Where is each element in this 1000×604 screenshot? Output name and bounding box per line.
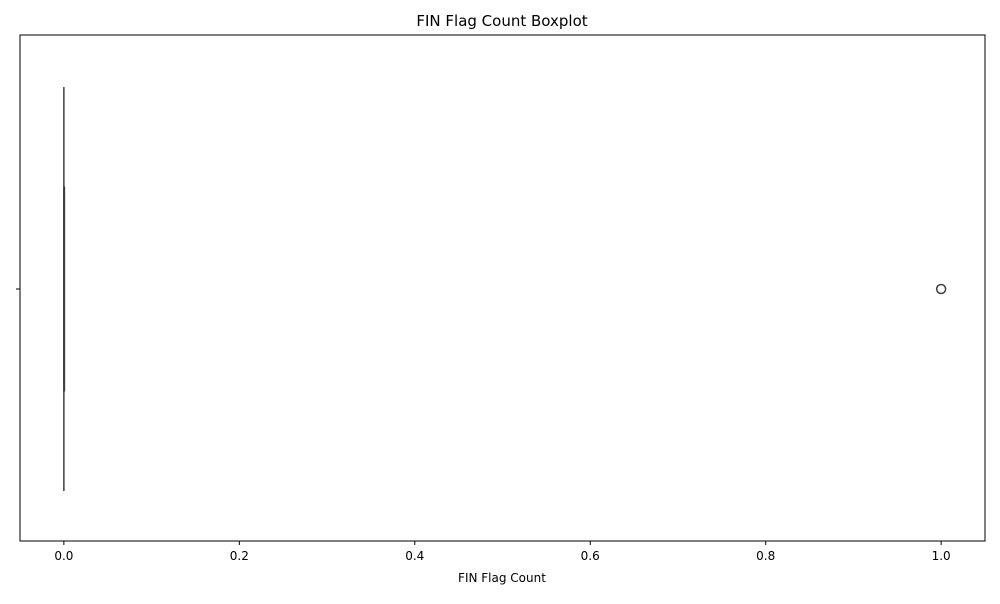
x-tick-label: 1.0 <box>932 549 951 563</box>
x-tick-label: 0.4 <box>405 549 424 563</box>
x-tick-label: 0.6 <box>581 549 600 563</box>
plot-area-frame <box>19 34 986 542</box>
chart-title: FIN Flag Count Boxplot <box>416 12 587 30</box>
x-axis-label: FIN Flag Count <box>458 571 546 585</box>
outliers-group <box>935 283 947 295</box>
x-tick-label: 0.8 <box>756 549 775 563</box>
x-tick-label: 0.2 <box>230 549 249 563</box>
box-group <box>63 87 66 491</box>
x-axis-ticks: 0.0 0.2 0.4 0.6 0.8 1.0 <box>54 541 951 563</box>
outlier-point <box>935 283 947 295</box>
x-tick-label: 0.0 <box>54 549 73 563</box>
